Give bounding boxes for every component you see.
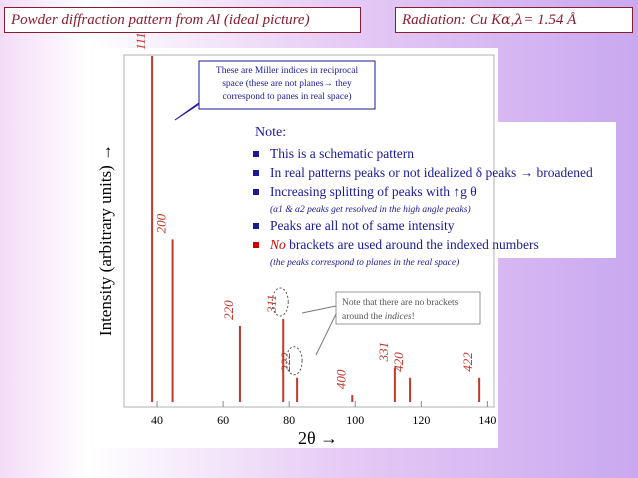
x-tick-label-80: 80: [283, 413, 295, 427]
note-item-2: In real patterns peaks or not idealized …: [270, 165, 593, 180]
peak-label-111: 111: [133, 32, 148, 50]
slide-title: Powder diffraction pattern from Al (idea…: [4, 7, 361, 33]
peak-label-420: 420: [391, 352, 406, 372]
radiation-sep: ,: [510, 11, 515, 28]
bullet-5: [253, 242, 259, 248]
note-item-5-em: No: [269, 237, 286, 252]
pointer-to-222: [315, 313, 337, 356]
peak-label-331: 331: [376, 342, 391, 363]
no-brackets-box: [335, 291, 481, 325]
callout-line-2: space (these are not planes→ they: [222, 78, 352, 89]
note-item-3: Increasing splitting of peaks with ↑g θ: [270, 184, 477, 199]
peak-label-311: 311: [264, 294, 279, 314]
pointer-to-311: [301, 305, 337, 314]
plot-frame: [123, 54, 495, 408]
bullet-2: [253, 170, 259, 176]
no-brackets-suffix: !: [412, 312, 415, 322]
no-brackets-prefix: around the: [342, 312, 385, 322]
note-item-5: No brackets are used around the indexed …: [269, 237, 539, 252]
note-item-1: This is a schematic pattern: [270, 146, 414, 161]
miller-indices-callout: These are Miller indices in reciprocal s…: [174, 60, 376, 121]
x-axis-ticks: 40 60 80 100 120 140: [151, 401, 496, 427]
peak-label-400: 400: [333, 369, 348, 389]
x-tick-label-120: 120: [412, 413, 430, 427]
x-tick-label-40: 40: [151, 413, 163, 427]
no-brackets-line-2: around the indices!: [342, 312, 415, 322]
peak-circle-311: [271, 287, 289, 317]
y-axis-label: Intensity (arbitrary units) →: [96, 144, 115, 336]
note-panel-extension: [498, 122, 616, 258]
peak-label-222: 222: [278, 352, 293, 372]
radiation-lambda: λ: [514, 12, 524, 28]
callout-line-1: These are Miller indices in reciprocal: [216, 66, 359, 76]
note-item-5-sub: (the peaks correspond to planes in the r…: [270, 257, 459, 268]
note-item-5-rest: brackets are used around the indexed num…: [286, 237, 539, 252]
notes-block: Note: This is a schematic pattern In rea…: [253, 125, 593, 268]
x-tick-label-60: 60: [217, 413, 229, 427]
note-item-3-sub: (α1 & α2 peaks get resolved in the high …: [270, 204, 471, 215]
bullet-3: [253, 189, 259, 195]
peak-label-422: 422: [460, 352, 475, 372]
bullet-4: [253, 223, 259, 229]
chart-panel: [93, 48, 498, 448]
peak-label-200: 200: [154, 213, 169, 233]
x-tick-label-140: 140: [478, 413, 496, 427]
no-brackets-callout: Note that there are no brackets around t…: [301, 291, 481, 356]
no-brackets-em: indices: [385, 312, 412, 322]
peak-label-220: 220: [221, 300, 236, 320]
x-axis-label: 2θ →: [298, 428, 338, 448]
bullet-1: [253, 151, 259, 157]
radiation-prefix: Radiation: Cu K: [402, 11, 502, 28]
peak-circle-222: [285, 346, 303, 376]
callout-line-3: correspond to panes in real space): [223, 91, 352, 102]
notes-heading: Note:: [255, 125, 286, 140]
radiation-value: = 1.54 Å: [523, 11, 577, 28]
slide-title-text: Powder diffraction pattern from Al (idea…: [11, 11, 310, 28]
radiation-alpha: α: [501, 12, 511, 28]
no-brackets-line-1: Note that there are no brackets: [342, 298, 459, 308]
callout-box: [198, 60, 376, 110]
x-tick-label-100: 100: [346, 413, 364, 427]
note-item-4: Peaks are all not of same intensity: [270, 218, 455, 233]
